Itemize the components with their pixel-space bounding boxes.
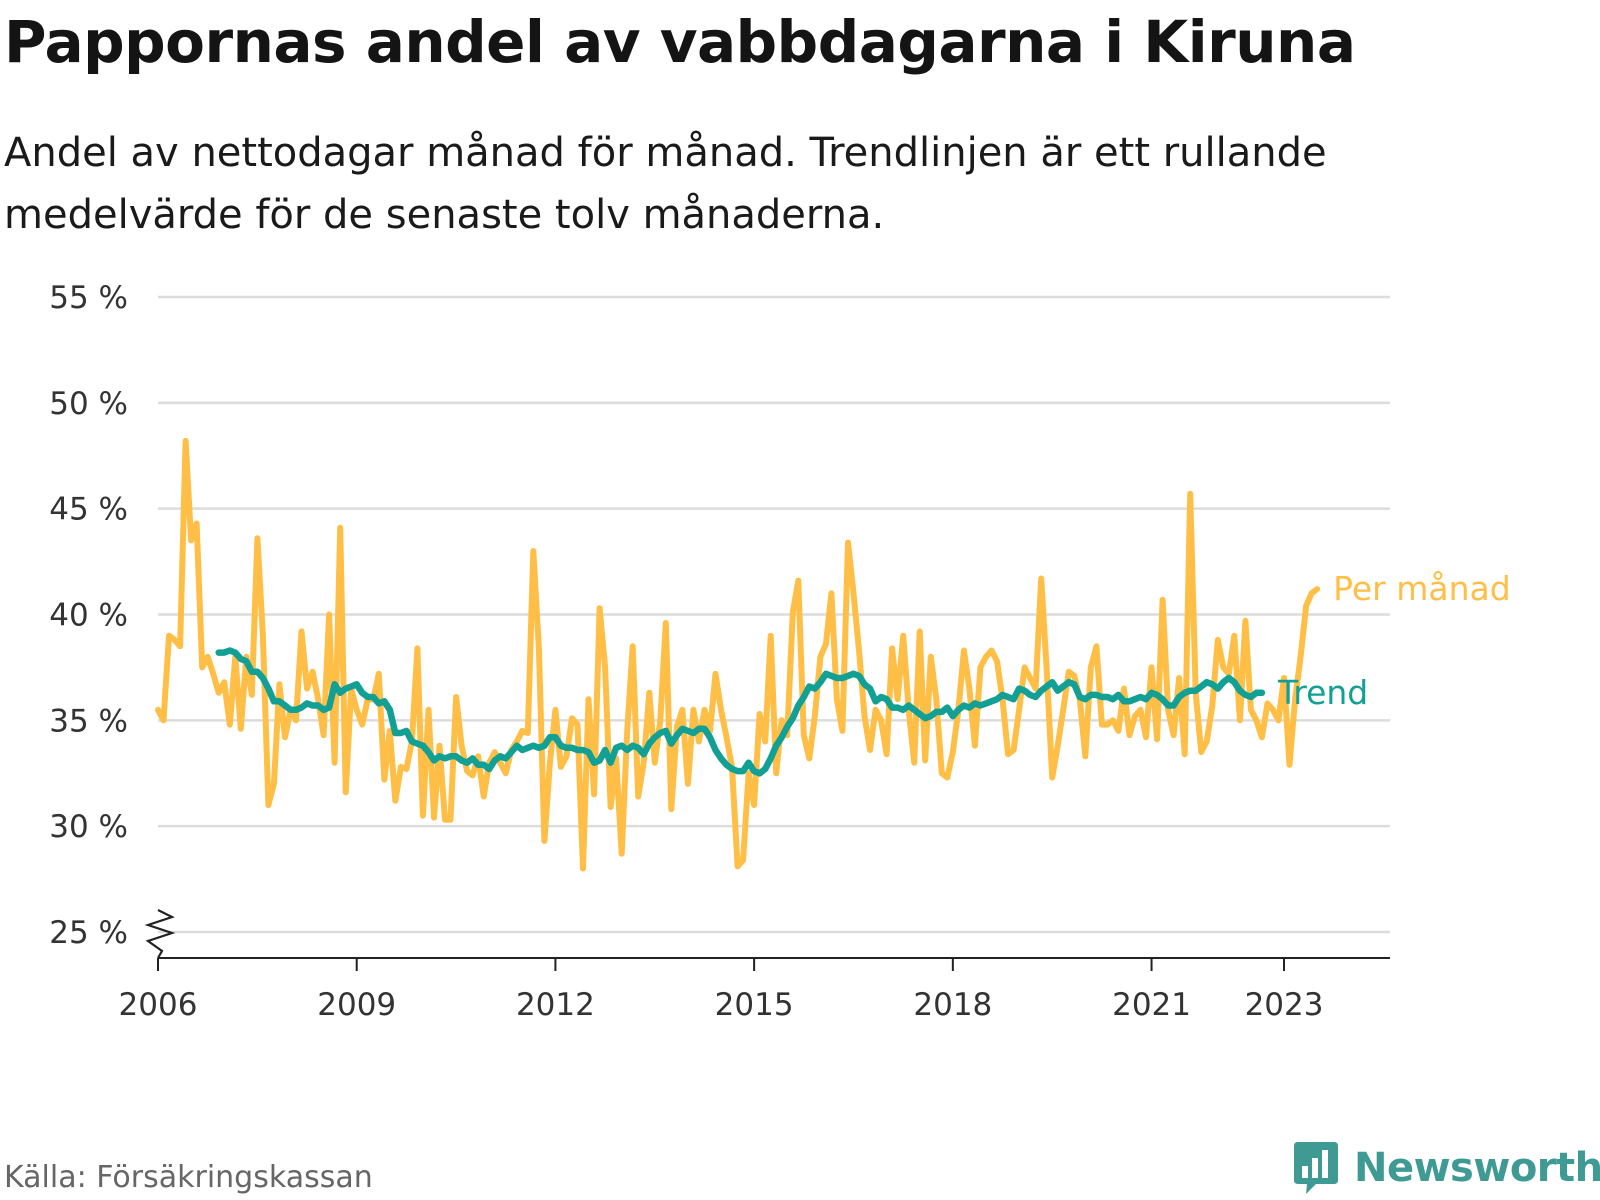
series-label: Trend	[1277, 673, 1368, 712]
x-tick-label: 2012	[516, 987, 595, 1023]
x-axis: 2006 2009 2012 2015 2018 2021 2023	[119, 909, 1390, 1023]
x-tick-label: 2006	[119, 987, 198, 1023]
series-line-per-manad	[155, 437, 1321, 872]
chart-subtitle: Andel av nettodagar månad för månad. Tre…	[4, 130, 1327, 238]
y-tick-label: 25 %	[49, 915, 128, 951]
series-group	[155, 437, 1321, 872]
source-note: Källa: Försäkringskassan	[4, 1160, 373, 1195]
y-tick-label: 45 %	[49, 492, 128, 528]
y-tick-label: 40 %	[49, 598, 128, 634]
axis-break-icon	[144, 909, 176, 959]
x-tick-label: 2009	[317, 987, 396, 1023]
x-tick-label: 2021	[1112, 987, 1191, 1023]
brand-logo: Newsworthy	[1292, 1140, 1600, 1196]
series-label: Per månad	[1333, 569, 1511, 608]
x-tick-label: 2023	[1245, 987, 1324, 1023]
newsworthy-logo-icon	[1294, 1142, 1338, 1194]
brand-name: Newsworthy	[1354, 1145, 1600, 1191]
y-tick-label: 35 %	[49, 703, 128, 739]
y-tick-label: 50 %	[49, 386, 128, 422]
x-tick-label: 2015	[715, 987, 794, 1023]
x-tick-label: 2018	[913, 987, 992, 1023]
y-tick-label: 55 %	[49, 280, 128, 316]
line-chart: 25 % 30 % 35 % 40 % 45 % 50 % 55 % 2006 2009 201…	[49, 280, 1511, 1023]
y-tick-label: 30 %	[49, 809, 128, 845]
series-line-trend	[215, 647, 1266, 777]
y-axis: 25 % 30 % 35 % 40 % 45 % 50 % 55 %	[49, 280, 128, 951]
chart-title: Pappornas andel av vabbdagarna i Kiruna	[4, 8, 1356, 76]
legend: Per månad Trend	[1277, 569, 1511, 712]
